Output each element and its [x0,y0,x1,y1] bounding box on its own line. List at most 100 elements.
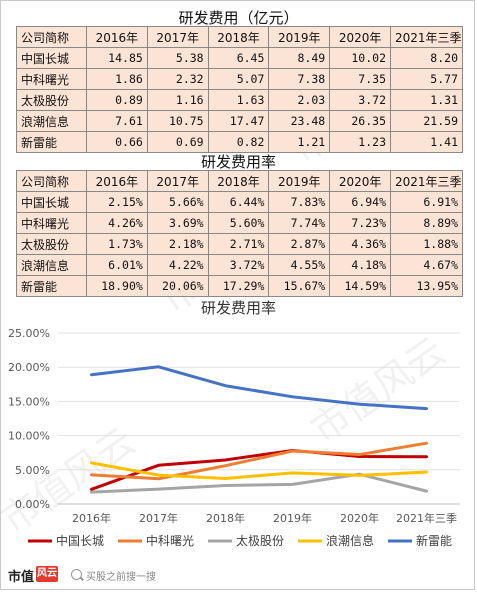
y-tick-label: 5.00% [15,464,50,477]
rd-ratio-table: 公司简称 2016年 2017年 2018年 2019年 2020年 2021年三季 中国长城… [16,170,463,297]
value-cell: 21.59 [390,110,463,132]
company-name-cell: 新雷能 [16,131,87,153]
value-cell: 18.90% [86,275,148,297]
value-cell: 13.95% [390,275,463,297]
value-cell: 0.82 [207,131,270,153]
company-name-cell: 中国长城 [16,191,87,213]
y-tick-label: 10.00% [8,430,50,443]
table1-title: 研发费用（亿元） [178,9,299,27]
value-cell: 5.60% [207,212,270,234]
value-cell: 14.59% [329,275,391,297]
company-name-cell: 太极股份 [16,233,87,255]
value-cell: 10.02 [329,47,391,69]
value-cell: 26.35 [329,110,391,132]
table-row: 太极股份 0.89 1.16 1.63 2.03 3.72 1.31 [16,89,463,111]
series-line [90,448,428,491]
x-tick-label: 2018年 [206,511,245,525]
value-cell: 0.66 [86,131,148,153]
x-tick-label: 2017年 [139,511,178,525]
company-name-cell: 新雷能 [16,275,87,297]
value-cell: 2.18% [146,233,209,255]
value-cell: 6.91% [390,191,463,213]
x-tick-label: 2020年 [340,511,379,525]
rd-expense-table: 公司简称 2016年 2017年 2018年 2019年 2020年 2021年三季 中国长城… [16,26,463,153]
value-cell: 17.47 [207,110,270,132]
table-row: 浪潮信息 7.61 10.75 17.47 23.48 26.35 21.59 [16,110,463,132]
legend-label: 中国长城 [56,533,104,548]
table-row: 浪潮信息 6.01% 4.22% 3.72% 4.55% 4.18% 4.67% [16,254,463,276]
search-hint[interactable]: 买股之前搜一搜 [86,572,156,583]
legend-label: 太极股份 [236,533,284,548]
chart-title: 研发费用率 [200,299,276,317]
value-cell: 4.22% [146,254,209,276]
value-cell: 1.41 [390,131,463,153]
value-cell: 1.31 [390,89,463,111]
value-cell: 5.38 [146,47,209,69]
value-cell: 6.44% [207,191,270,213]
search-icon[interactable] [71,569,82,580]
value-cell: 6.01% [86,254,148,276]
value-cell: 6.45 [207,47,270,69]
value-cell: 7.61 [86,110,148,132]
company-name-cell: 浪潮信息 [16,110,87,132]
column-header: 2020年 [329,26,391,48]
table-row: 中科曙光 4.26% 3.69% 5.60% 7.74% 7.23% 8.89% [16,212,463,234]
table-row: 中国长城 14.85 5.38 6.45 8.49 10.02 8.20 [16,47,463,69]
value-cell: 4.26% [86,212,148,234]
column-header: 2016年 [86,170,148,192]
legend-label: 中科曙光 [146,533,194,548]
series-line [90,365,428,411]
y-tick-label: 25.00% [8,327,50,340]
series-line [90,441,428,481]
value-cell: 7.35 [329,68,391,90]
value-cell: 7.23% [329,212,391,234]
x-tick-label: 2021年三季 [396,511,457,525]
company-name-cell: 中科曙光 [16,68,87,90]
value-cell: 3.72 [329,89,391,111]
y-tick-label: 0.00% [15,498,50,511]
brand-logo: 市值 [8,570,35,585]
value-cell: 20.06% [146,275,209,297]
y-tick-label: 15.00% [8,395,50,408]
value-cell: 4.36% [329,233,391,255]
value-cell: 3.69% [146,212,209,234]
value-cell: 2.03 [268,89,331,111]
brand-logo-box: 风云 [36,566,58,582]
column-header: 2017年 [146,170,209,192]
column-header: 2019年 [268,170,331,192]
column-header: 公司简称 [16,170,87,192]
value-cell: 2.32 [146,68,209,90]
column-header: 2021年三季 [390,26,463,48]
value-cell: 4.55% [268,254,331,276]
column-header: 2018年 [207,170,270,192]
value-cell: 4.67% [390,254,463,276]
column-header: 2016年 [86,26,148,48]
value-cell: 0.69 [146,131,209,153]
series-line [90,461,428,481]
value-cell: 3.72% [207,254,270,276]
table-header-row: 公司简称 2016年 2017年 2018年 2019年 2020年 2021年三季 [16,170,463,192]
value-cell: 8.20 [390,47,463,69]
value-cell: 8.89% [390,212,463,234]
value-cell: 23.48 [268,110,331,132]
table-row: 中国长城 2.15% 5.66% 6.44% 7.83% 6.94% 6.91% [16,191,463,213]
value-cell: 5.77 [390,68,463,90]
value-cell: 17.29% [207,275,270,297]
column-header: 2021年三季 [390,170,463,192]
value-cell: 1.16 [146,89,209,111]
table-header-row: 公司简称 2016年 2017年 2018年 2019年 2020年 2021年三季 [16,26,463,48]
table-row: 新雷能 0.66 0.69 0.82 1.21 1.23 1.41 [16,131,463,153]
y-tick-label: 20.00% [8,361,50,374]
value-cell: 0.89 [86,89,148,111]
value-cell: 8.49 [268,47,331,69]
value-cell: 6.94% [329,191,391,213]
table-row: 太极股份 1.73% 2.18% 2.71% 2.87% 4.36% 1.88% [16,233,463,255]
series-line [90,472,428,494]
x-tick-label: 2016年 [72,511,111,525]
x-tick-label: 2019年 [273,511,312,525]
value-cell: 1.21 [268,131,331,153]
table-row: 新雷能 18.90% 20.06% 17.29% 15.67% 14.59% 13.95% [16,275,463,297]
value-cell: 2.15% [86,191,148,213]
